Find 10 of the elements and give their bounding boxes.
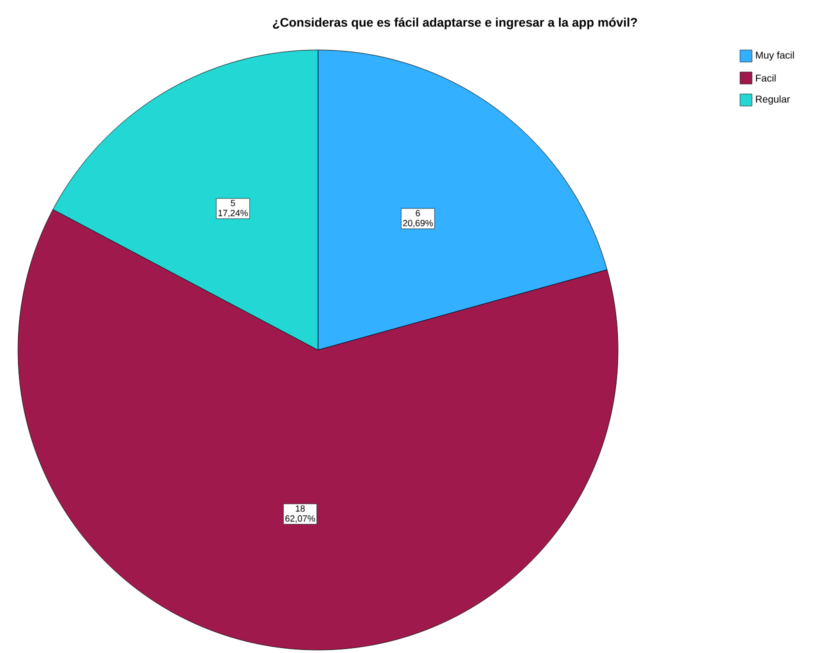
legend-label: Facil: [756, 74, 776, 82]
text: 6: [416, 210, 420, 216]
data-label: 20,69%: [403, 220, 433, 228]
text: 5: [230, 200, 236, 206]
text: 18: [296, 505, 305, 512]
data-label: 17,24%: [218, 210, 248, 218]
data-label: 62,07%: [285, 515, 316, 523]
legend-label: Regular: [756, 95, 790, 105]
chart-title: ¿Consideras que es fácil adaptarse e ingresar a la app móvil?: [272, 18, 637, 30]
legend-label: Muy facil: [756, 51, 794, 61]
